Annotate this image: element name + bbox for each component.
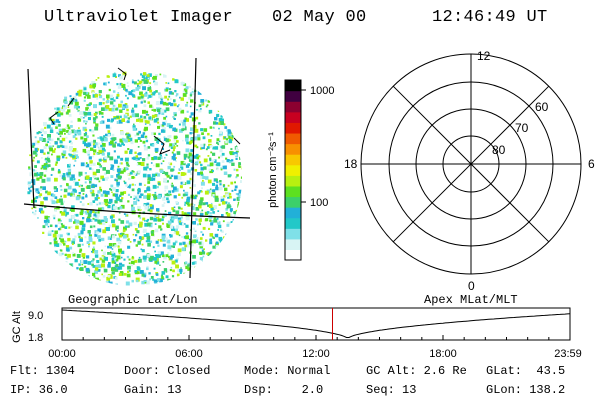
colorbar-cell xyxy=(285,80,301,92)
colorbar-cell xyxy=(285,164,301,176)
coastline-overlay xyxy=(49,67,241,155)
polar-plot: 12 18 6 0 60 70 80 xyxy=(344,49,595,292)
lat-lon-grid xyxy=(23,58,251,279)
altitude-curve xyxy=(61,309,571,338)
mlat-label-70: 70 xyxy=(515,121,529,135)
flight-info: Flt: 1304 xyxy=(10,364,75,378)
colorbar-cell xyxy=(285,175,301,187)
colorbar-cell xyxy=(285,101,301,113)
gc-alt-info: GC Alt: 2.6 Re xyxy=(366,364,467,378)
ip-info: IP: 36.0 xyxy=(10,383,68,397)
colorbar-cell xyxy=(285,207,301,219)
timeline-xtick-1800: 18:00 xyxy=(429,348,457,360)
time-label: 12:46:49 UT xyxy=(432,8,548,27)
timeline-xtick-2359: 23:59 xyxy=(554,348,582,360)
glat-info: GLat: 43.5 xyxy=(486,364,566,378)
geographic-image xyxy=(23,58,251,286)
mlt-label-0: 0 xyxy=(468,279,475,292)
mode-info: Mode: Normal xyxy=(244,364,331,378)
timeline-ytick-9: 9.0 xyxy=(28,310,43,322)
colorbar-cell xyxy=(285,228,301,240)
seq-info: Seq: 13 xyxy=(366,383,417,397)
mlt-label-18: 18 xyxy=(344,157,358,171)
timeline-ytick-1: 1.8 xyxy=(28,332,43,344)
date-label: 02 May 00 xyxy=(272,8,367,27)
polar-grid xyxy=(360,53,582,275)
colorbar-cell xyxy=(285,238,301,251)
colorbar-cell xyxy=(285,196,301,208)
colorbar-cell xyxy=(285,111,301,123)
colorbar-tick-1000: 1000 xyxy=(310,85,334,97)
colorbar-cell xyxy=(285,217,301,229)
aurora-emission-speckles xyxy=(27,71,242,286)
glon-info: GLon: 138.2 xyxy=(486,383,566,397)
colorbar-cell xyxy=(285,185,301,198)
door-info: Door: Closed xyxy=(124,364,211,378)
colorbar-cell xyxy=(285,154,301,166)
colorbar-tick-100: 100 xyxy=(310,197,328,209)
dsp-info: Dsp: 2.0 xyxy=(244,383,324,397)
colorbar-cell xyxy=(285,249,301,261)
timeline-axis-label: GC Alt xyxy=(11,311,23,343)
mlt-label-6: 6 xyxy=(588,157,595,171)
colorbar-cell xyxy=(285,132,301,145)
colorbar-cell xyxy=(285,143,301,155)
gain-info: Gain: 13 xyxy=(124,383,182,397)
colorbar-cell xyxy=(285,90,301,102)
mlt-label-12: 12 xyxy=(477,49,491,63)
colorbar-cell xyxy=(285,122,301,134)
mlat-label-60: 60 xyxy=(535,100,549,114)
colorbar-unit-label: photon cm⁻²s⁻¹ xyxy=(267,132,279,208)
color-scale-cells xyxy=(285,80,301,261)
color-scale-bar: 1000 100 photon cm⁻²s⁻¹ xyxy=(267,79,334,261)
instrument-title: Ultraviolet Imager xyxy=(44,8,234,27)
timeline-left-label: Geographic Lat/Lon xyxy=(68,293,198,307)
orbit-altitude-timeline: GC Alt 9.0 1.8 00:00 06:00 12:00 18:00 2… xyxy=(11,307,582,360)
timeline-xtick-0000: 00:00 xyxy=(48,348,76,360)
timeline-xtick-0600: 06:00 xyxy=(175,348,203,360)
mlat-label-80: 80 xyxy=(492,143,506,157)
timeline-right-label: Apex MLat/MLT xyxy=(424,293,518,307)
timeline-xtick-1200: 12:00 xyxy=(302,348,330,360)
